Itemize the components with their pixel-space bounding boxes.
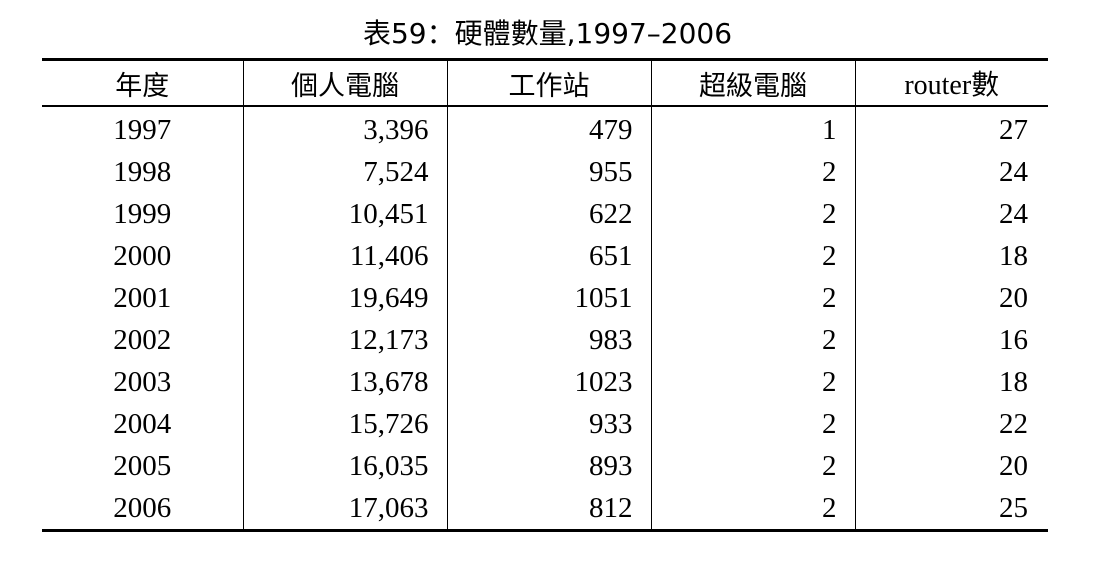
- cell-router-count: 20: [854, 445, 1048, 487]
- cell-router-count: 22: [854, 403, 1048, 445]
- cell-supercomputers: 2: [650, 235, 855, 277]
- cell-workstations: 955: [446, 151, 651, 193]
- cell-supercomputers: 2: [650, 361, 855, 403]
- cell-router-count: 24: [854, 151, 1048, 193]
- cell-personal-computers: 15,726: [242, 403, 447, 445]
- cell-supercomputers: 1: [650, 106, 855, 151]
- table-row: 2004 15,726 933 2 22: [42, 403, 1048, 445]
- table-row: 2002 12,173 983 2 16: [42, 319, 1048, 361]
- header-personal-computers: 個人電腦: [242, 59, 447, 106]
- cell-workstations: 893: [446, 445, 651, 487]
- cell-router-count: 20: [854, 277, 1048, 319]
- cell-personal-computers: 12,173: [242, 319, 447, 361]
- table-caption: 表59：硬體數量,1997–2006: [362, 17, 733, 50]
- table-row: 1999 10,451 622 2 24: [42, 193, 1048, 235]
- cell-router-count: 27: [854, 106, 1048, 151]
- header-row: 年度 個人電腦 工作站 超級電腦 router數: [42, 59, 1048, 106]
- table-header: 年度 個人電腦 工作站 超級電腦 router數: [42, 59, 1048, 106]
- cell-router-count: 24: [854, 193, 1048, 235]
- cell-supercomputers: 2: [650, 277, 855, 319]
- cell-year: 2005: [113, 449, 172, 482]
- cell-supercomputers: 2: [650, 487, 855, 531]
- table-row: 2005 16,035 893 2 20: [42, 445, 1048, 487]
- cell-workstations: 1023: [446, 361, 651, 403]
- cell-supercomputers: 2: [650, 151, 855, 193]
- table-row: 1997 3,396 479 1 27: [42, 106, 1048, 151]
- cell-workstations: 1051: [446, 277, 651, 319]
- cell-year: 2006: [113, 491, 172, 524]
- table-row: 2003 13,678 1023 2 18: [42, 361, 1048, 403]
- cell-year: 2003: [113, 365, 172, 398]
- cell-workstations: 479: [446, 106, 651, 151]
- cell-personal-computers: 17,063: [242, 487, 447, 531]
- cell-supercomputers: 2: [650, 445, 855, 487]
- cell-workstations: 651: [446, 235, 651, 277]
- header-workstations: 工作站: [446, 59, 651, 106]
- cell-supercomputers: 2: [650, 193, 855, 235]
- cell-router-count: 25: [854, 487, 1048, 531]
- cell-supercomputers: 2: [650, 319, 855, 361]
- cell-year: 1999: [113, 197, 172, 230]
- cell-year: 1997: [113, 113, 172, 146]
- cell-personal-computers: 10,451: [242, 193, 447, 235]
- cell-router-count: 16: [854, 319, 1048, 361]
- cell-year: 2000: [113, 239, 172, 272]
- cell-personal-computers: 13,678: [242, 361, 447, 403]
- table-row: 1998 7,524 955 2 24: [42, 151, 1048, 193]
- cell-year: 2004: [113, 407, 172, 440]
- hardware-count-table: 年度 個人電腦 工作站 超級電腦 router數 1997 3,396 479 1 27…: [42, 58, 1048, 532]
- table-row: 2006 17,063 812 2 25: [42, 487, 1048, 531]
- cell-router-count: 18: [854, 235, 1048, 277]
- cell-personal-computers: 16,035: [242, 445, 447, 487]
- cell-workstations: 983: [446, 319, 651, 361]
- header-year: 年度: [115, 70, 170, 102]
- header-supercomputers: 超級電腦: [650, 59, 855, 106]
- cell-year: 1998: [113, 155, 172, 188]
- cell-personal-computers: 19,649: [242, 277, 447, 319]
- cell-workstations: 622: [446, 193, 651, 235]
- hardware-table-container: 年度 個人電腦 工作站 超級電腦 router數 1997 3,396 479 1 27…: [42, 58, 1048, 532]
- cell-personal-computers: 7,524: [242, 151, 447, 193]
- cell-year: 2001: [113, 281, 172, 314]
- cell-router-count: 18: [854, 361, 1048, 403]
- cell-workstations: 933: [446, 403, 651, 445]
- cell-workstations: 812: [446, 487, 651, 531]
- cell-personal-computers: 11,406: [242, 235, 447, 277]
- cell-year: 2002: [113, 323, 172, 356]
- table-row: 2001 19,649 1051 2 20: [42, 277, 1048, 319]
- cell-supercomputers: 2: [650, 403, 855, 445]
- table-body: 1997 3,396 479 1 27 1998 7,524 955 2 24 1999 10,451…: [42, 106, 1048, 531]
- cell-personal-computers: 3,396: [242, 106, 447, 151]
- table-row: 2000 11,406 651 2 18: [42, 235, 1048, 277]
- header-router-count: router數: [854, 59, 1048, 106]
